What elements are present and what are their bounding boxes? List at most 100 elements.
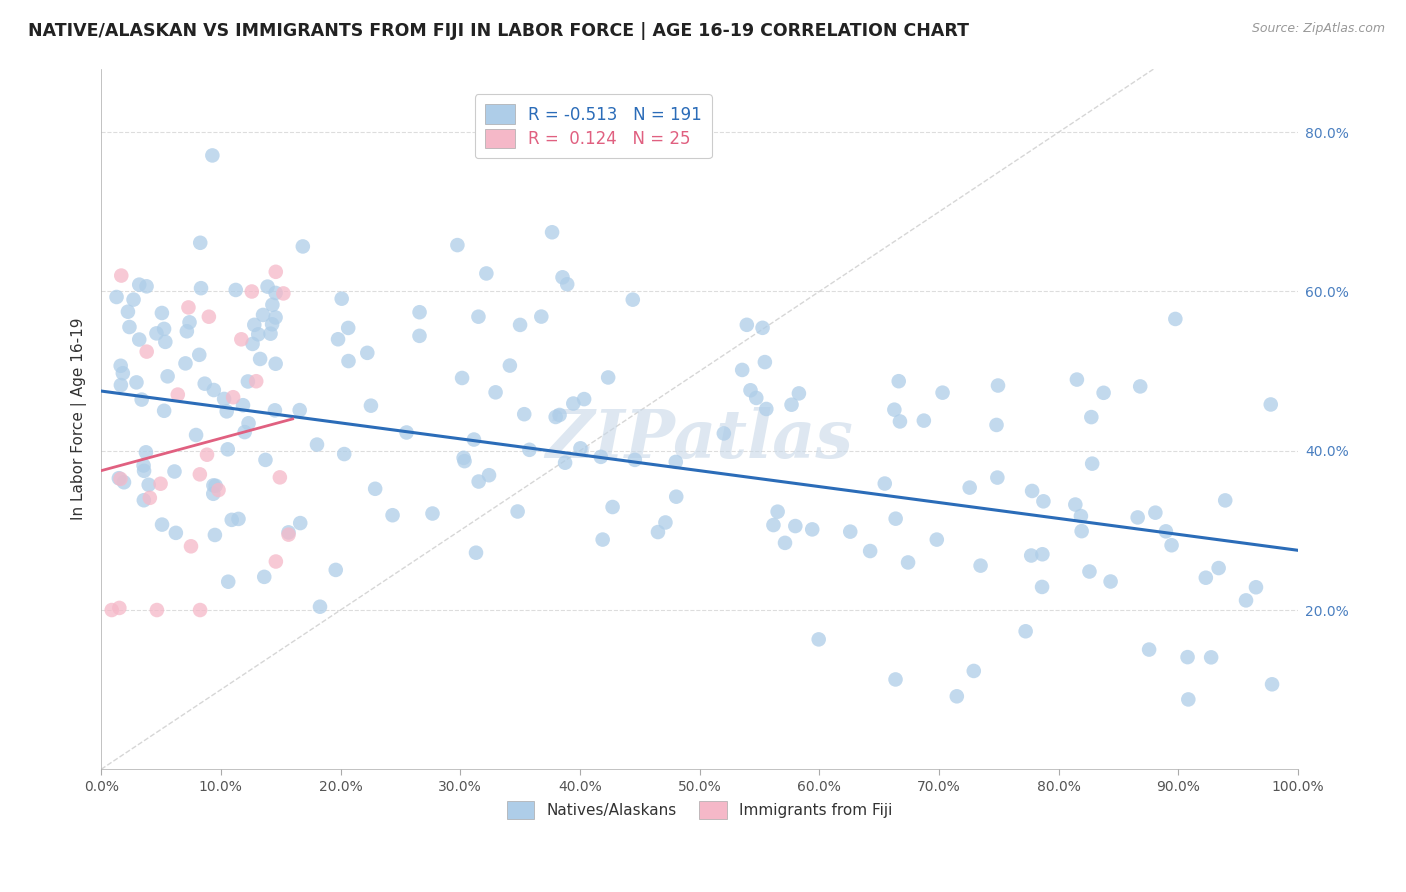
Point [1021,483,1043,498]
Point [249,351,271,366]
Point [408,305,430,319]
Point [1014,624,1036,639]
Point [245,374,267,388]
Point [1177,650,1199,665]
Point [572,392,595,406]
Point [519,442,541,457]
Point [277,527,299,541]
Point [1032,494,1054,508]
Point [290,516,312,530]
Point [453,454,475,468]
Point [217,574,239,589]
Point [188,235,211,250]
Point [180,539,202,553]
Point [467,310,489,324]
Point [925,533,948,547]
Point [1137,642,1160,657]
Point [731,363,754,377]
Point [360,399,382,413]
Point [463,433,485,447]
Point [859,544,882,558]
Point [325,563,347,577]
Point [110,472,132,486]
Point [273,286,295,301]
Point [1092,385,1115,400]
Point [242,337,264,351]
Point [117,304,139,318]
Point [264,285,287,300]
Point [986,470,1008,484]
Point [453,450,475,465]
Point [755,401,778,416]
Point [179,315,201,329]
Point [1070,524,1092,538]
Point [1081,457,1104,471]
Point [146,603,169,617]
Point [243,318,266,332]
Point [751,321,773,335]
Point [128,333,150,347]
Point [201,148,224,162]
Point [467,475,489,489]
Point [395,425,418,440]
Point [135,344,157,359]
Point [562,396,585,410]
Point [110,378,132,392]
Point [188,603,211,617]
Point [1129,379,1152,393]
Point [217,442,239,457]
Point [735,318,758,332]
Point [1195,571,1218,585]
Point [138,477,160,491]
Point [163,465,186,479]
Point [236,375,259,389]
Point [773,536,796,550]
Point [1031,580,1053,594]
Point [254,453,277,467]
Point [986,417,1008,432]
Point [1019,549,1042,563]
Point [897,556,920,570]
Point [801,522,824,536]
Point [291,239,314,253]
Point [188,467,211,482]
Point [465,546,488,560]
Point [326,332,349,346]
Point [1260,397,1282,411]
Point [238,416,260,430]
Point [155,334,177,349]
Point [309,599,332,614]
Point [762,518,785,533]
Point [548,408,571,422]
Point [780,398,803,412]
Point [544,409,567,424]
Point [269,470,291,484]
Point [264,554,287,568]
Point [128,277,150,292]
Point [987,378,1010,392]
Point [959,481,981,495]
Point [118,320,141,334]
Point [1066,373,1088,387]
Point [408,329,430,343]
Point [1208,561,1230,575]
Point [621,293,644,307]
Point [156,369,179,384]
Point [839,524,862,539]
Point [125,376,148,390]
Point [969,558,991,573]
Point [188,348,211,362]
Point [1070,509,1092,524]
Text: ZIPatlas: ZIPatlas [546,408,853,473]
Point [330,292,353,306]
Point [153,322,176,336]
Point [506,504,529,518]
Point [122,293,145,307]
Point [883,402,905,417]
Point [931,385,953,400]
Point [740,384,762,398]
Point [1234,593,1257,607]
Point [252,308,274,322]
Point [478,468,501,483]
Y-axis label: In Labor Force | Age 16-19: In Labor Force | Age 16-19 [72,318,87,520]
